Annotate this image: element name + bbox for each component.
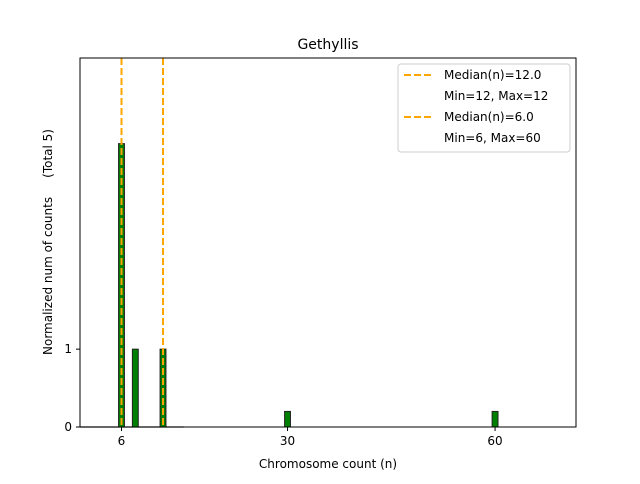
y-tick-label: 0: [64, 420, 72, 434]
x-axis-label: Chromosome count (n): [259, 457, 397, 471]
legend-label: Min=12, Max=12: [444, 89, 548, 103]
x-tick-label: 6: [118, 434, 126, 448]
legend-label: Min=6, Max=60: [444, 131, 541, 145]
y-axis-label: Normalized num of counts (Total 5): [41, 129, 55, 355]
legend-label: Median(n)=6.0: [444, 110, 534, 124]
legend-label: Median(n)=12.0: [444, 68, 541, 82]
y-tick-label: 1: [64, 342, 72, 356]
x-tick-label: 60: [487, 434, 502, 448]
plot-frame: [79, 57, 577, 428]
legend-box: [397, 63, 571, 153]
bar: [284, 410, 291, 428]
chart-title: Gethyllis: [297, 37, 358, 53]
x-tick-label: 30: [280, 434, 295, 448]
bar: [491, 410, 499, 428]
legend: Median(n)=12.0 Min=12, Max=12 Median(n)=6.…: [397, 63, 571, 153]
bar: [131, 348, 139, 428]
